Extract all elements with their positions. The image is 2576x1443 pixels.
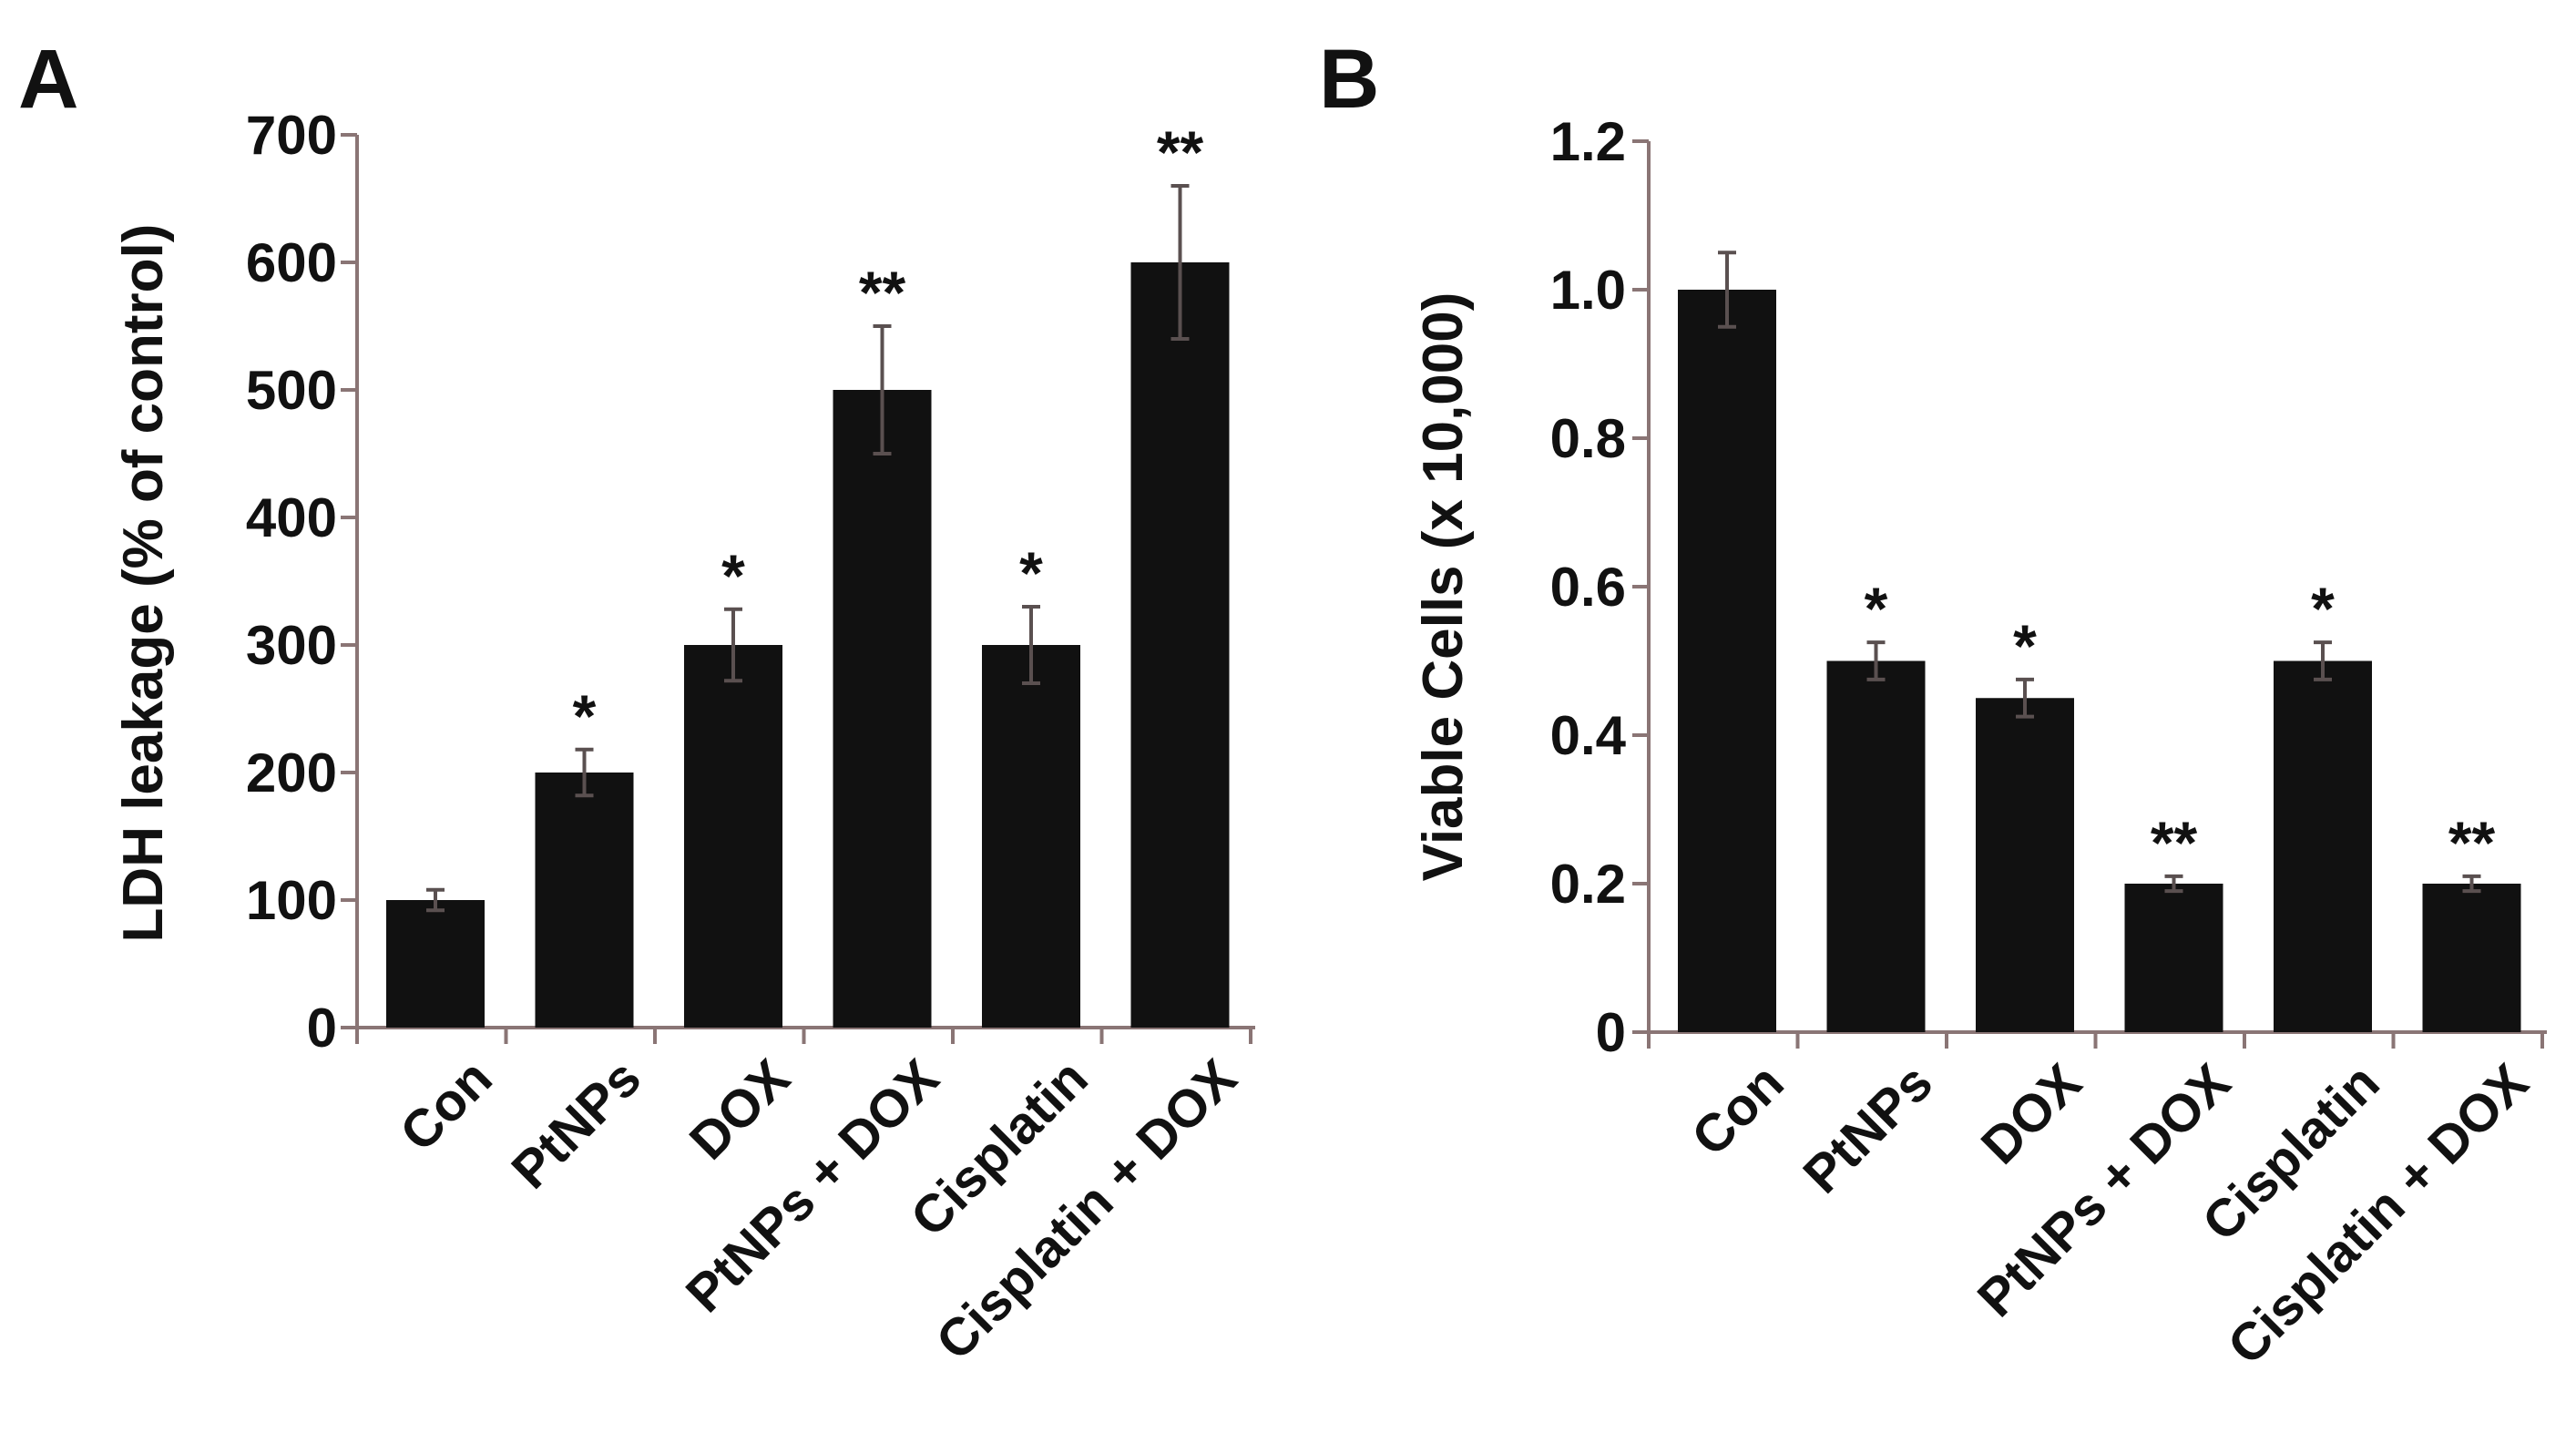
bar: [833, 390, 932, 1028]
bar: [2124, 884, 2223, 1032]
bar: [1678, 290, 1776, 1032]
significance-marker: **: [859, 259, 906, 326]
y-tick-label: 0.4: [1550, 705, 1627, 766]
y-tick-label: 500: [246, 360, 337, 421]
bar: [2274, 660, 2372, 1032]
significance-marker: *: [573, 682, 597, 750]
significance-marker: **: [2448, 809, 2496, 876]
y-tick-label: 1.0: [1550, 260, 1626, 321]
bar: [1130, 262, 1230, 1028]
significance-marker: *: [2013, 612, 2037, 680]
bar: [2422, 884, 2521, 1032]
bar: [982, 645, 1080, 1028]
significance-marker: *: [2311, 575, 2335, 642]
y-tick-label: 0: [307, 998, 337, 1059]
bar: [684, 645, 782, 1028]
panel-letter: A: [18, 33, 78, 126]
y-tick-label: 0: [1596, 1002, 1626, 1063]
y-axis-title: LDH leakage (% of control): [112, 224, 175, 943]
y-tick-label: 200: [246, 742, 337, 803]
y-tick-label: 100: [246, 870, 337, 931]
y-tick-label: 1.2: [1550, 111, 1626, 172]
significance-marker: **: [2151, 809, 2198, 876]
y-axis-title: Viable Cells (x 10,000): [1412, 292, 1475, 882]
y-tick-label: 300: [246, 615, 337, 676]
bar: [1826, 660, 1926, 1032]
bar: [535, 773, 634, 1028]
significance-marker: *: [1865, 575, 1888, 642]
y-tick-label: 0.6: [1550, 557, 1626, 618]
y-tick-label: 600: [246, 232, 337, 293]
y-tick-label: 400: [246, 487, 337, 548]
y-tick-label: 0.8: [1550, 408, 1626, 469]
significance-marker: *: [1019, 539, 1043, 607]
bar: [1976, 698, 2074, 1032]
y-tick-label: 0.2: [1550, 854, 1626, 915]
y-tick-label: 700: [246, 105, 337, 166]
significance-marker: *: [721, 542, 745, 609]
bar: [386, 900, 485, 1028]
significance-marker: **: [1157, 118, 1204, 186]
panel-letter: B: [1319, 33, 1379, 126]
